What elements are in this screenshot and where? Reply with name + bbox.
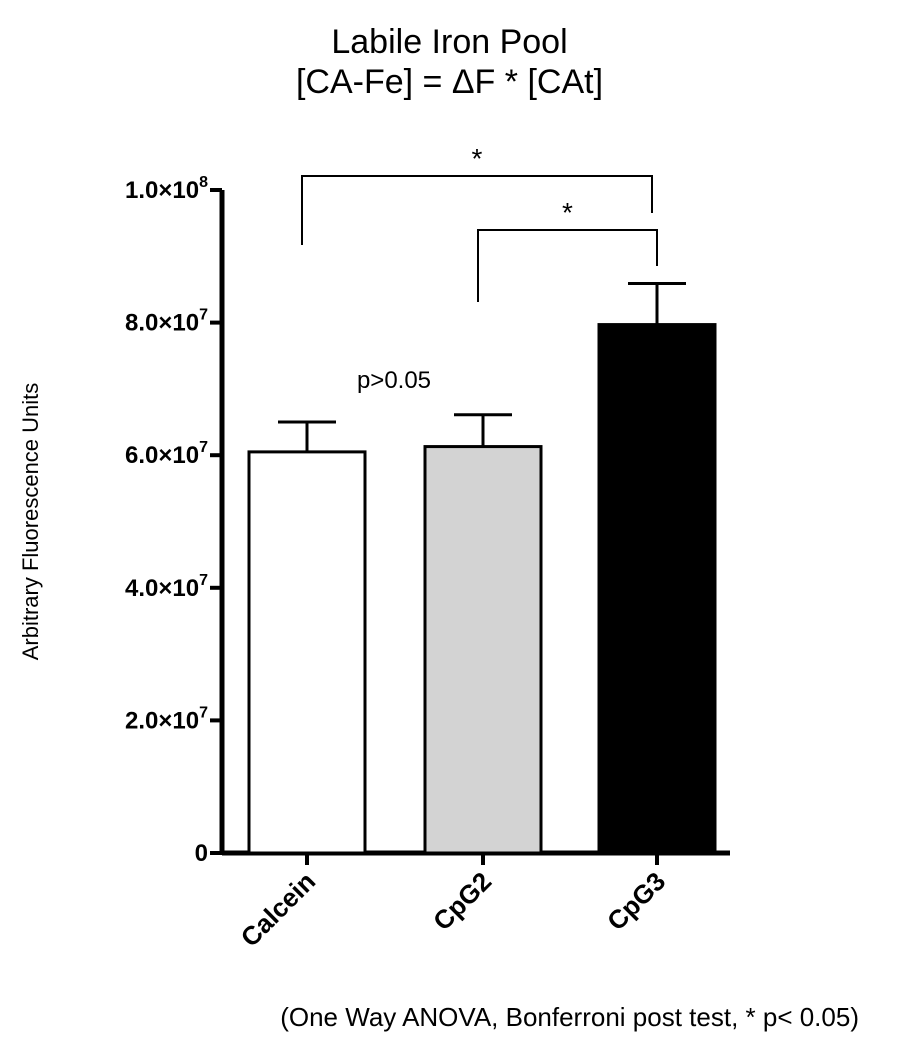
x-tick-label: CpG3 [601, 866, 671, 936]
bar-cpg3 [597, 323, 717, 855]
significance-bracket [477, 229, 658, 302]
bar-calcein [247, 450, 367, 855]
y-tick-label: 1.0×108 [125, 174, 208, 204]
bar-cpg2 [423, 445, 543, 855]
significance-star: * [562, 197, 573, 228]
x-tick-label: Calcein [235, 866, 322, 953]
chart-title: Labile Iron Pool [331, 23, 568, 61]
bar-chart: 0 2.0×107 4.0×107 6.0×107 8.0×107 1.0×108 Arbi… [18, 143, 730, 953]
x-tick-label: CpG2 [427, 866, 497, 936]
y-tick-label: 2.0×107 [125, 704, 208, 734]
significance-bracket [301, 175, 653, 245]
significance-star: * [472, 143, 483, 174]
y-tick-label: 0 [195, 840, 208, 867]
statistics-footnote: (One Way ANOVA, Bonferroni post test, * … [280, 1002, 859, 1032]
y-tick-label: 8.0×107 [125, 307, 208, 337]
y-axis-label: Arbitrary Fluorescence Units [18, 383, 43, 661]
ns-annotation: p>0.05 [357, 367, 431, 394]
y-tick-label: 6.0×107 [125, 439, 208, 469]
chart-subtitle: [CA-Fe] = ΔF * [CAt] [295, 63, 604, 101]
y-tick-label: 4.0×107 [125, 572, 208, 602]
